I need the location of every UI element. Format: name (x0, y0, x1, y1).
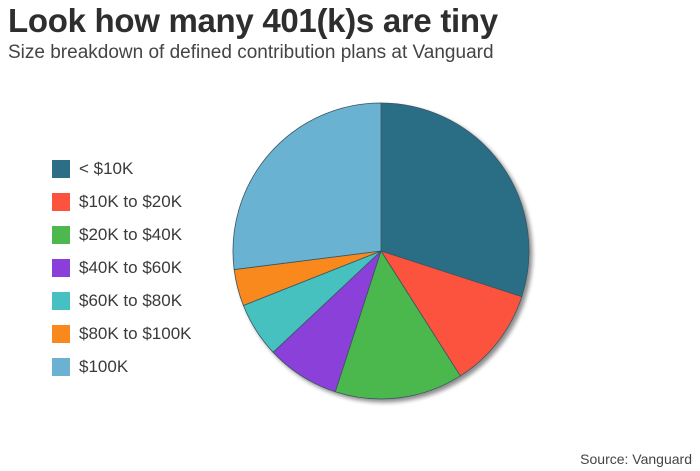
legend-label: $10K to $20K (79, 191, 183, 211)
legend-label: $40K to $60K (79, 257, 183, 277)
legend-swatch (52, 291, 70, 310)
legend-swatch (52, 225, 70, 244)
legend-swatch (52, 159, 70, 178)
legend-swatch (52, 192, 70, 211)
legend-label: < $10K (79, 158, 134, 178)
chart-title: Look how many 401(k)s are tiny (8, 2, 498, 39)
pie-slice (380, 102, 530, 298)
legend-swatch (52, 258, 70, 277)
legend-label: $80K to $100K (79, 323, 192, 343)
pie-slice (232, 102, 382, 270)
legend-label: $100K (79, 356, 129, 376)
legend-item: < $10K (52, 152, 191, 185)
legend-item: $60K to $80K (52, 284, 191, 317)
legend-item: $20K to $40K (52, 218, 191, 251)
legend-item: $80K to $100K (52, 317, 191, 350)
legend: < $10K $10K to $20K $20K to $40K $40K to $6… (52, 152, 191, 383)
legend-item: $100K (52, 350, 191, 383)
legend-item: $40K to $60K (52, 251, 191, 284)
legend-swatch (52, 324, 70, 343)
source-note: Source: Vanguard (580, 451, 692, 467)
legend-item: $10K to $20K (52, 185, 191, 218)
legend-swatch (52, 357, 70, 376)
pie-slice (334, 250, 461, 400)
legend-label: $60K to $80K (79, 290, 183, 310)
legend-label: $20K to $40K (79, 224, 183, 244)
pie-slice (380, 250, 523, 377)
chart-subtitle: Size breakdown of defined contribution p… (8, 42, 494, 63)
